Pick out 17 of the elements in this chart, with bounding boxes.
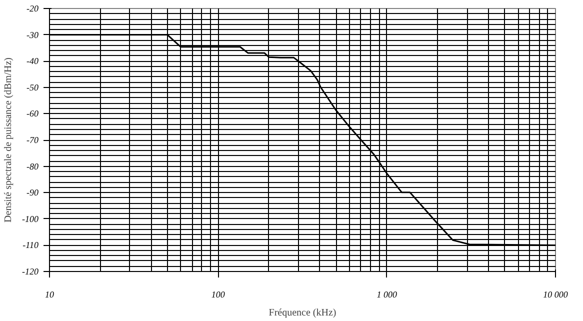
y-tick-label: -20 bbox=[26, 4, 39, 14]
x-tick-label: 1 000 bbox=[376, 290, 398, 300]
x-axis-title: Fréquence (kHz) bbox=[268, 308, 336, 318]
x-tick-label: 100 bbox=[211, 290, 226, 300]
y-tick-label: -60 bbox=[26, 108, 39, 119]
x-tick-label: 10 000 bbox=[543, 290, 568, 300]
y-tick-label: -40 bbox=[26, 56, 39, 66]
y-tick-label: -70 bbox=[26, 135, 39, 145]
x-tick-label: 10 bbox=[45, 290, 54, 300]
y-tick-label: -120 bbox=[22, 266, 39, 276]
y-tick-label: -90 bbox=[26, 188, 39, 198]
y-tick-label: -110 bbox=[22, 240, 39, 250]
y-axis-title: Densité spectrale de puissance (dBm/Hz) bbox=[3, 58, 14, 222]
y-tick-label: -80 bbox=[26, 161, 39, 172]
y-tick-label: -100 bbox=[22, 214, 39, 224]
y-tick-label: -50 bbox=[26, 82, 39, 92]
y-tick-label: -30 bbox=[26, 30, 39, 40]
